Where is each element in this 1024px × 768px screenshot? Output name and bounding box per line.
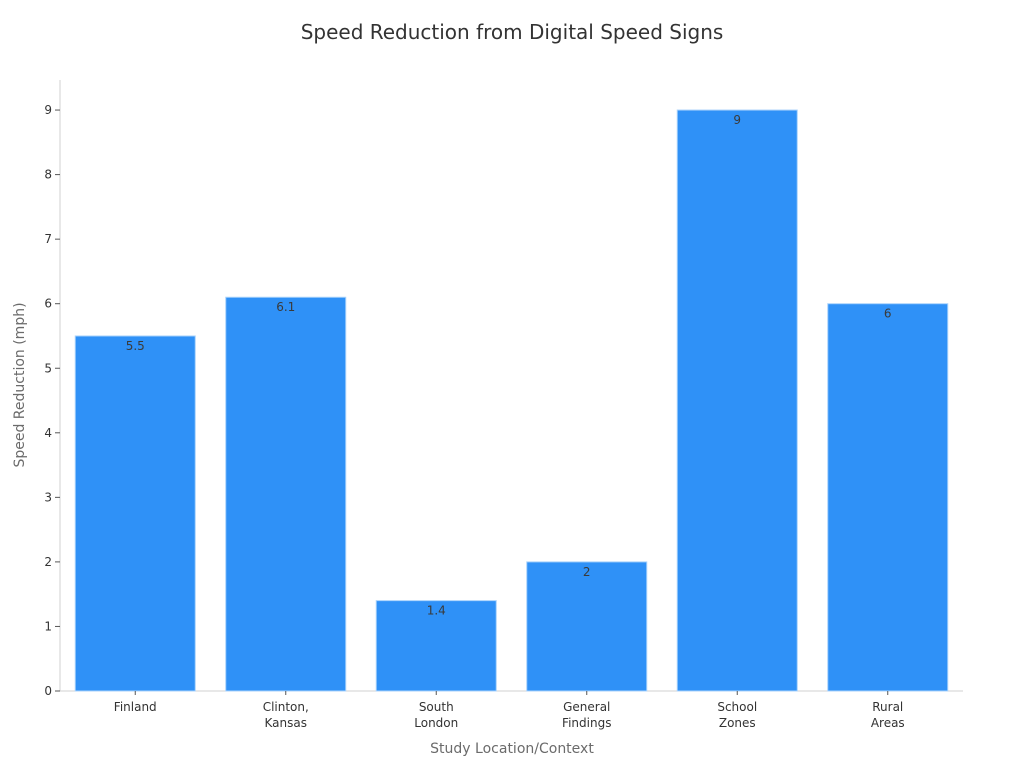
bar bbox=[375, 600, 497, 692]
y-tick-label: 6 bbox=[44, 297, 52, 311]
bar bbox=[225, 296, 347, 692]
y-tick-label: 8 bbox=[44, 168, 52, 182]
data-label: 2 bbox=[583, 565, 591, 579]
x-tick-label: General bbox=[563, 700, 610, 714]
x-tick-label: School bbox=[717, 700, 757, 714]
y-tick-label: 2 bbox=[44, 555, 52, 569]
data-label: 9 bbox=[733, 113, 741, 127]
chart-title: Speed Reduction from Digital Speed Signs bbox=[300, 20, 724, 44]
x-tick-label: Zones bbox=[719, 716, 756, 730]
bar bbox=[74, 335, 196, 692]
x-tick-label: Areas bbox=[871, 716, 905, 730]
x-axis-label: Study Location/Context bbox=[430, 741, 594, 757]
bar bbox=[827, 303, 949, 692]
x-tick-label: South bbox=[419, 700, 454, 714]
bar bbox=[526, 561, 648, 692]
data-label: 6.1 bbox=[276, 300, 295, 314]
data-label: 5.5 bbox=[126, 339, 145, 353]
y-tick-label: 0 bbox=[44, 684, 52, 698]
x-tick-label: Findings bbox=[562, 716, 611, 730]
y-tick-label: 9 bbox=[44, 103, 52, 117]
y-tick-label: 3 bbox=[44, 490, 52, 504]
y-tick-label: 5 bbox=[44, 361, 52, 375]
bar bbox=[676, 109, 798, 692]
y-tick-label: 7 bbox=[44, 232, 52, 246]
x-tick-label: Finland bbox=[114, 700, 157, 714]
y-axis-label: Speed Reduction (mph) bbox=[12, 302, 28, 468]
data-label: 6 bbox=[884, 307, 892, 321]
y-tick-label: 1 bbox=[44, 619, 52, 633]
y-tick-label: 4 bbox=[44, 426, 52, 440]
data-label: 1.4 bbox=[427, 604, 446, 618]
x-tick-label: Clinton, bbox=[263, 700, 309, 714]
x-tick-label: Kansas bbox=[265, 716, 307, 730]
x-tick-label: Rural bbox=[872, 700, 903, 714]
x-tick-label: London bbox=[414, 716, 458, 730]
